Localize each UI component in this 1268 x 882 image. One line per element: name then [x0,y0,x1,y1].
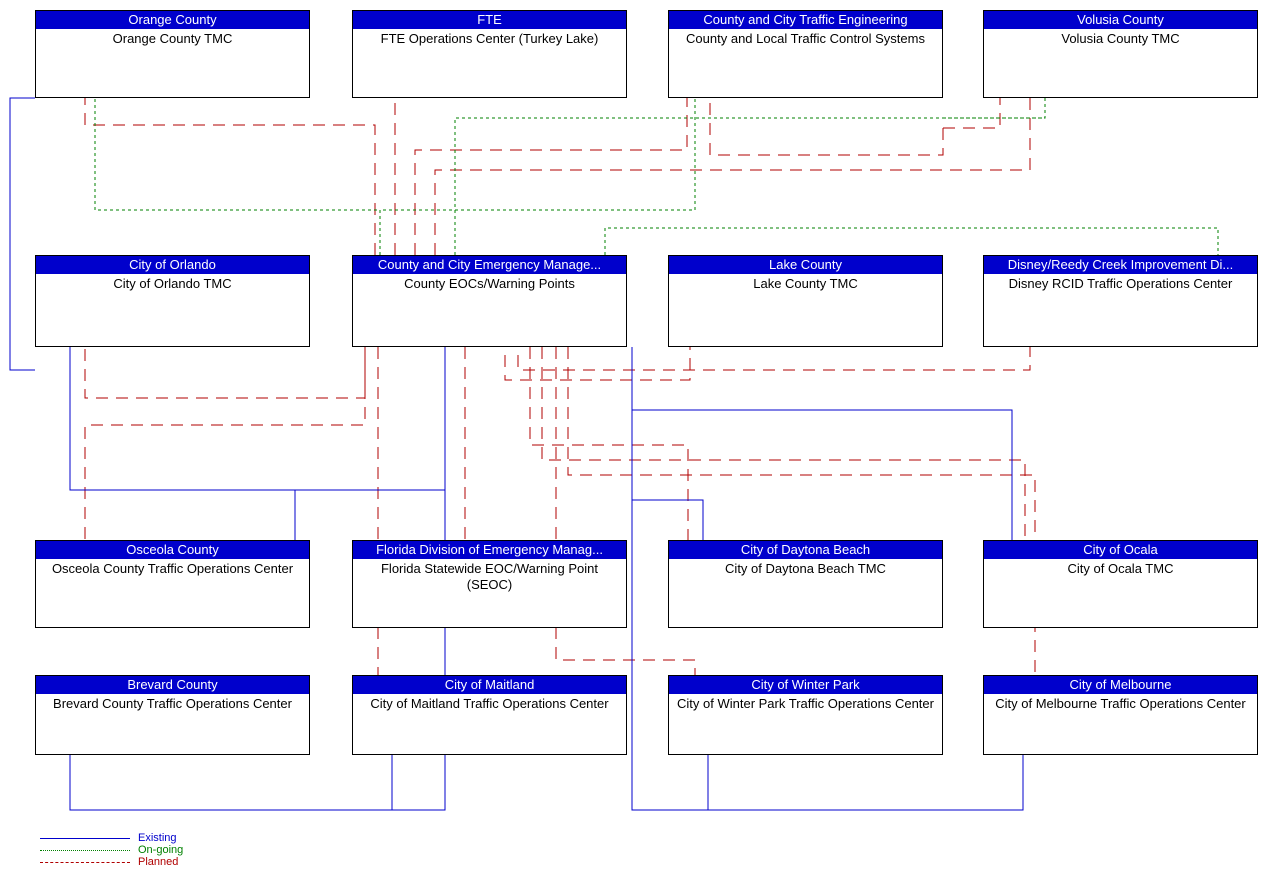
edge-planned [542,347,1025,540]
node-winter[interactable]: City of Winter ParkCity of Winter Park T… [668,675,943,755]
edge-existing [10,255,35,370]
legend-label: Planned [138,856,178,868]
node-seoc[interactable]: Florida Division of Emergency Manag...Fl… [352,540,627,628]
node-orange[interactable]: Orange CountyOrange County TMC [35,10,310,98]
node-body: Brevard County Traffic Operations Center [36,694,309,754]
node-fte[interactable]: FTEFTE Operations Center (Turkey Lake) [352,10,627,98]
edge-existing [70,347,445,490]
node-volusia[interactable]: Volusia CountyVolusia County TMC [983,10,1258,98]
legend-row-planned: Planned [40,856,178,868]
edge-planned [415,98,687,255]
edge-existing [295,347,445,540]
edge-planned [435,98,1030,255]
node-brevard[interactable]: Brevard CountyBrevard County Traffic Ope… [35,675,310,755]
node-body: City of Ocala TMC [984,559,1257,627]
legend-label: Existing [138,832,177,844]
node-header: Osceola County [36,541,309,559]
node-body: Disney RCID Traffic Operations Center [984,274,1257,346]
node-cce[interactable]: County and City Traffic EngineeringCount… [668,10,943,98]
legend-line-icon [40,838,130,839]
legend-row-existing: Existing [40,832,177,844]
node-body: FTE Operations Center (Turkey Lake) [353,29,626,97]
node-body: Orange County TMC [36,29,309,97]
edge-ongoing [380,98,695,255]
legend-line-icon [40,850,130,851]
edge-ongoing [455,98,1045,255]
node-body: City of Maitland Traffic Operations Cent… [353,694,626,754]
edge-planned [943,98,1000,128]
node-header: City of Orlando [36,256,309,274]
node-eoc[interactable]: County and City Emergency Manage...Count… [352,255,627,347]
node-body: County and Local Traffic Control Systems [669,29,942,97]
node-body: Volusia County TMC [984,29,1257,97]
node-body: City of Winter Park Traffic Operations C… [669,694,942,754]
node-body: County EOCs/Warning Points [353,274,626,346]
legend-line-icon [40,862,130,863]
node-header: Lake County [669,256,942,274]
node-orlando[interactable]: City of OrlandoCity of Orlando TMC [35,255,310,347]
edge-planned [530,347,688,540]
node-body: City of Daytona Beach TMC [669,559,942,627]
node-maitland[interactable]: City of MaitlandCity of Maitland Traffic… [352,675,627,755]
node-body: Osceola County Traffic Operations Center [36,559,309,627]
edge-existing [632,347,703,540]
node-header: City of Melbourne [984,676,1257,694]
node-header: Brevard County [36,676,309,694]
legend-label: On-going [138,844,183,856]
node-body: City of Orlando TMC [36,274,309,346]
node-body: City of Melbourne Traffic Operations Cen… [984,694,1257,754]
node-header: Florida Division of Emergency Manag... [353,541,626,559]
node-disney[interactable]: Disney/Reedy Creek Improvement Di...Disn… [983,255,1258,347]
node-daytona[interactable]: City of Daytona BeachCity of Daytona Bea… [668,540,943,628]
edge-planned [85,98,375,255]
node-body: Lake County TMC [669,274,942,346]
edge-existing [632,347,1012,540]
node-osceola[interactable]: Osceola CountyOsceola County Traffic Ope… [35,540,310,628]
node-ocala[interactable]: City of OcalaCity of Ocala TMC [983,540,1258,628]
node-header: City of Daytona Beach [669,541,942,559]
node-header: City of Maitland [353,676,626,694]
node-header: County and City Emergency Manage... [353,256,626,274]
node-header: City of Ocala [984,541,1257,559]
node-header: County and City Traffic Engineering [669,11,942,29]
node-header: Disney/Reedy Creek Improvement Di... [984,256,1257,274]
node-body: Florida Statewide EOC/Warning Point (SEO… [353,559,626,627]
edge-planned [710,98,943,155]
edge-planned [85,347,365,540]
node-header: Orange County [36,11,309,29]
node-header: City of Winter Park [669,676,942,694]
node-header: Volusia County [984,11,1257,29]
node-lake[interactable]: Lake CountyLake County TMC [668,255,943,347]
edge-existing [10,98,35,255]
node-melbourne[interactable]: City of MelbourneCity of Melbourne Traff… [983,675,1258,755]
legend-row-ongoing: On-going [40,844,183,856]
node-header: FTE [353,11,626,29]
edge-ongoing [95,98,380,255]
